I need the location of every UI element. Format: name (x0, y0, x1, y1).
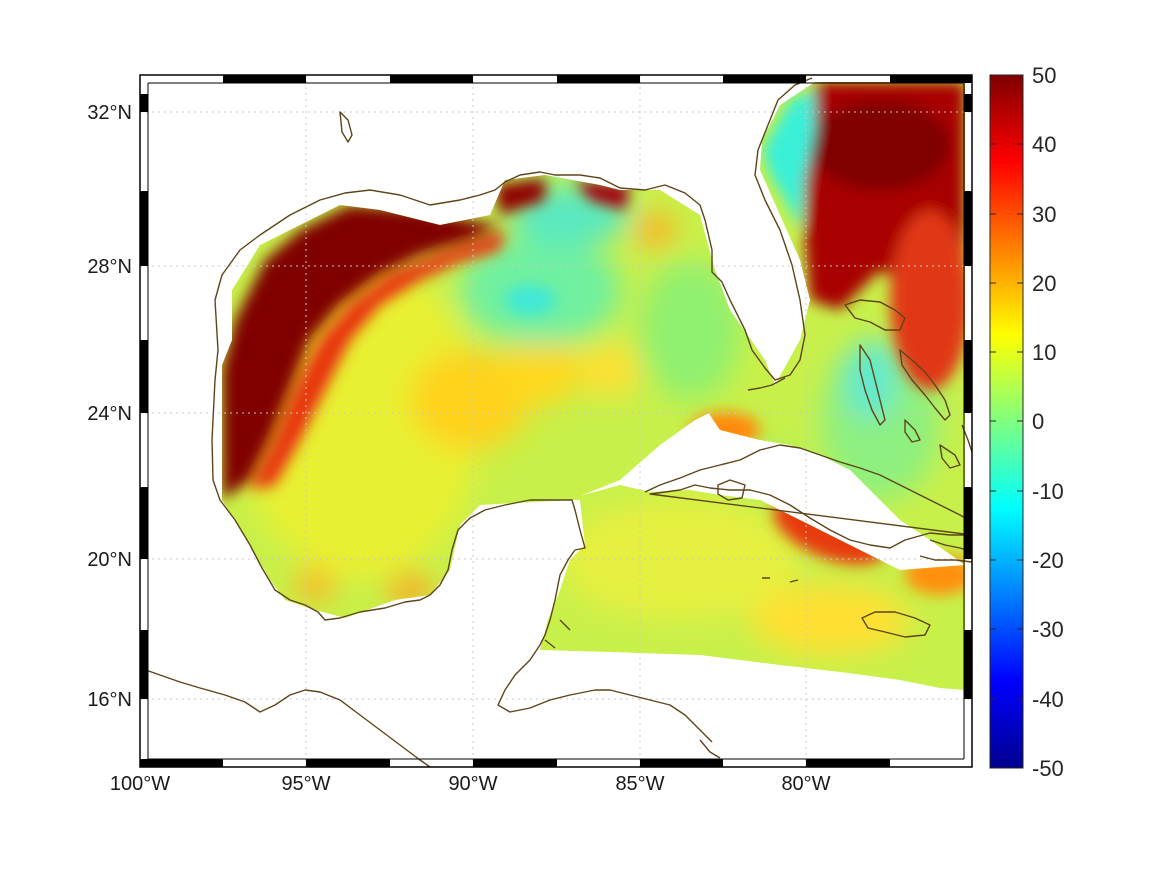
field-green-florida (640, 260, 740, 400)
coastline-bahamas-3 (899, 349, 951, 421)
colorbar: 50 40 30 20 10 0 -10 -20 -30 -40 -50 (989, 63, 1064, 781)
coastline-florida-keys (747, 377, 786, 391)
field-gulf-stream-south (890, 210, 965, 390)
y-tick-label: 20°N (87, 549, 132, 571)
frame-ticks-bottom (140, 759, 890, 767)
colorbar-label: 30 (1032, 202, 1056, 227)
colorbar-labels: 50 40 30 20 10 0 -10 -20 -30 -40 -50 (1032, 63, 1064, 781)
y-axis-labels: 32°N 28°N 24°N 20°N 16°N (87, 102, 132, 711)
coastline-gulf-north (211, 77, 813, 481)
x-tick-label: 95°W (281, 773, 330, 795)
coastline-bay-islands (544, 619, 571, 649)
colorbar-label: 40 (1032, 132, 1056, 157)
field-central-gulf-cyan (505, 285, 555, 315)
coastline-honduras-keys (699, 739, 721, 759)
colorbar-label: 0 (1032, 409, 1044, 434)
colorbar-label: 50 (1032, 63, 1056, 88)
coastline-bahamas-4 (904, 419, 921, 443)
frame-ticks-right (964, 94, 972, 699)
coastline-bahamas-1 (844, 299, 906, 331)
frame-ticks-top (223, 75, 972, 83)
coastline-bahamas-2 (859, 344, 886, 426)
field-texas-shelf-high (222, 205, 500, 500)
colorbar-label: -20 (1032, 548, 1064, 573)
coastline-jamaica (861, 611, 931, 638)
x-tick-label: 85°W (615, 773, 664, 795)
y-tick-label: 28°N (87, 256, 132, 278)
coastline-mexico-west (212, 479, 713, 743)
field-cyan-bahamas (845, 340, 895, 420)
field-yellow-yucatan-n (500, 335, 580, 405)
colorbar-label: 20 (1032, 271, 1056, 296)
y-tick-label: 16°N (87, 689, 132, 711)
field-gulf-stream-core (810, 100, 950, 190)
x-tick-label: 90°W (448, 773, 497, 795)
field-yellow-caribbean (560, 500, 800, 620)
colorbar-label: -50 (1032, 756, 1064, 781)
field-orange-west (295, 570, 335, 600)
coastline-isle-of-youth (717, 479, 746, 501)
colorbar-label: -40 (1032, 687, 1064, 712)
field-mississippi-high (495, 178, 545, 215)
coastline-cayman (762, 577, 799, 583)
field-yellow-central (410, 350, 530, 450)
y-tick-label: 24°N (87, 403, 132, 425)
x-tick-label: 80°W (781, 773, 830, 795)
coastline-central-america (139, 667, 431, 768)
y-tick-label: 32°N (87, 102, 132, 124)
field-carolina-shelf-low (762, 90, 815, 230)
field-texas-shelf-edge (250, 230, 505, 490)
field-yellow-carib-south (750, 585, 910, 655)
field-orange-shelf (635, 212, 675, 248)
field-smooth-layer (240, 185, 940, 655)
colorbar-label: -10 (1032, 479, 1064, 504)
frame-ticks-left (140, 94, 148, 699)
map-frame (139, 74, 973, 768)
coastline-georgia-lake (339, 111, 353, 143)
x-axis-labels: 100°W 95°W 90°W 85°W 80°W (110, 773, 831, 795)
x-tick-label: 100°W (110, 773, 170, 795)
colorbar-label: 10 (1032, 340, 1056, 365)
field-yellow-east (580, 345, 640, 395)
graticule (140, 75, 972, 767)
coastlines (139, 77, 973, 768)
colorbar-label: -30 (1032, 617, 1064, 642)
coastline-cuba (644, 444, 973, 549)
colorbar-ticks (990, 143, 1023, 700)
coastline-bahamas-5 (939, 444, 961, 469)
